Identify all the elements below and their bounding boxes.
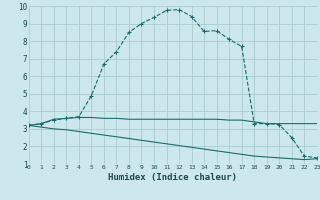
X-axis label: Humidex (Indice chaleur): Humidex (Indice chaleur) [108,173,237,182]
